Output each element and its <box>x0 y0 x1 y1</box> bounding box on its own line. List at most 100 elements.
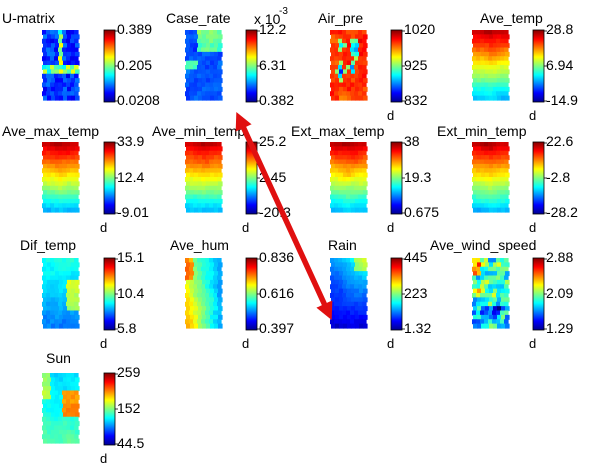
map-cell <box>481 314 486 320</box>
map-cell <box>501 78 506 84</box>
map-cell <box>209 258 214 263</box>
map-cell <box>338 65 343 70</box>
colorbar-units-label: d <box>242 220 249 235</box>
map-cell <box>354 319 359 325</box>
map-cell <box>198 60 203 66</box>
map-cell <box>476 91 481 97</box>
map-cell <box>62 91 67 97</box>
map-cell <box>497 95 502 101</box>
map-cell <box>189 293 194 298</box>
map-cell <box>193 150 198 156</box>
map-cell <box>358 177 363 182</box>
map-cell <box>209 319 214 325</box>
map-cell <box>343 60 348 66</box>
map-cell <box>51 95 56 101</box>
map-cell <box>477 297 482 303</box>
map-cell <box>47 51 52 57</box>
map-cell <box>67 155 72 161</box>
map-cell <box>70 65 75 70</box>
map-cell <box>497 271 502 277</box>
map-cell <box>51 43 56 49</box>
map-cell <box>66 185 71 191</box>
map-cell <box>210 60 215 66</box>
map-cell <box>343 271 348 277</box>
map-cell <box>209 301 214 307</box>
map-cell <box>218 60 223 66</box>
map-cell <box>480 301 485 307</box>
map-cell <box>346 168 351 174</box>
map-cell <box>346 142 351 147</box>
map-cell <box>481 271 486 277</box>
map-cell <box>198 181 203 187</box>
map-cell <box>51 198 56 204</box>
map-cell <box>504 319 509 325</box>
map-cell <box>201 319 206 325</box>
map-cell <box>202 314 207 320</box>
map-cell <box>488 73 493 79</box>
map-cell <box>55 403 60 409</box>
map-cell <box>363 146 368 152</box>
map-cell <box>63 198 68 204</box>
colorbar <box>390 141 403 215</box>
map-cell <box>359 51 364 57</box>
map-cell <box>213 310 218 316</box>
map-cell <box>481 190 486 196</box>
map-cell <box>205 258 210 263</box>
map-cell <box>210 262 215 268</box>
map-cell <box>59 421 64 427</box>
colorbar-tick-label: 2.88 <box>546 249 573 265</box>
map-cell <box>190 271 195 277</box>
map-cell <box>472 310 477 316</box>
map-cell <box>472 319 477 325</box>
map-cell <box>214 190 219 196</box>
map-cell <box>355 181 360 187</box>
map-cell <box>189 319 194 325</box>
map-cell <box>500 65 505 70</box>
map-cell <box>330 38 335 44</box>
map-cell <box>205 301 210 307</box>
map-cell <box>210 181 215 187</box>
colorbar-tick-label: 1.29 <box>546 320 573 336</box>
map-cell <box>343 172 348 178</box>
map-cell <box>58 381 63 387</box>
map-cell <box>501 288 506 294</box>
map-cell <box>355 95 360 101</box>
map-cell <box>55 95 60 101</box>
map-cell <box>504 301 509 307</box>
map-cell <box>201 47 206 53</box>
component-plane-map <box>185 30 223 101</box>
map-cell <box>190 86 195 92</box>
map-cell <box>193 142 198 147</box>
map-cell <box>186 306 191 312</box>
map-cell <box>55 288 60 294</box>
colorbar-tick-label: 2.09 <box>546 285 573 301</box>
map-cell <box>500 38 505 44</box>
map-cell <box>58 301 63 307</box>
map-cell <box>62 185 67 191</box>
map-cell <box>198 34 203 40</box>
colorbar-units-label: d <box>242 336 249 351</box>
map-cell <box>485 198 490 204</box>
map-cell <box>218 172 223 178</box>
map-cell <box>210 190 215 196</box>
map-cell <box>193 203 198 209</box>
map-cell <box>343 262 348 268</box>
map-cell <box>54 434 59 440</box>
map-cell <box>59 78 64 84</box>
map-cell <box>339 297 344 303</box>
map-cell <box>213 150 218 156</box>
map-cell <box>350 275 355 281</box>
map-cell <box>197 38 202 44</box>
map-cell <box>480 47 485 53</box>
map-cell <box>42 185 47 191</box>
map-cell <box>50 408 55 413</box>
map-cell <box>42 319 47 325</box>
map-cell <box>54 91 59 97</box>
map-cell <box>343 279 348 285</box>
map-cell <box>66 73 71 79</box>
map-cell <box>43 146 48 152</box>
map-cell <box>75 377 80 383</box>
map-cell <box>343 155 348 161</box>
